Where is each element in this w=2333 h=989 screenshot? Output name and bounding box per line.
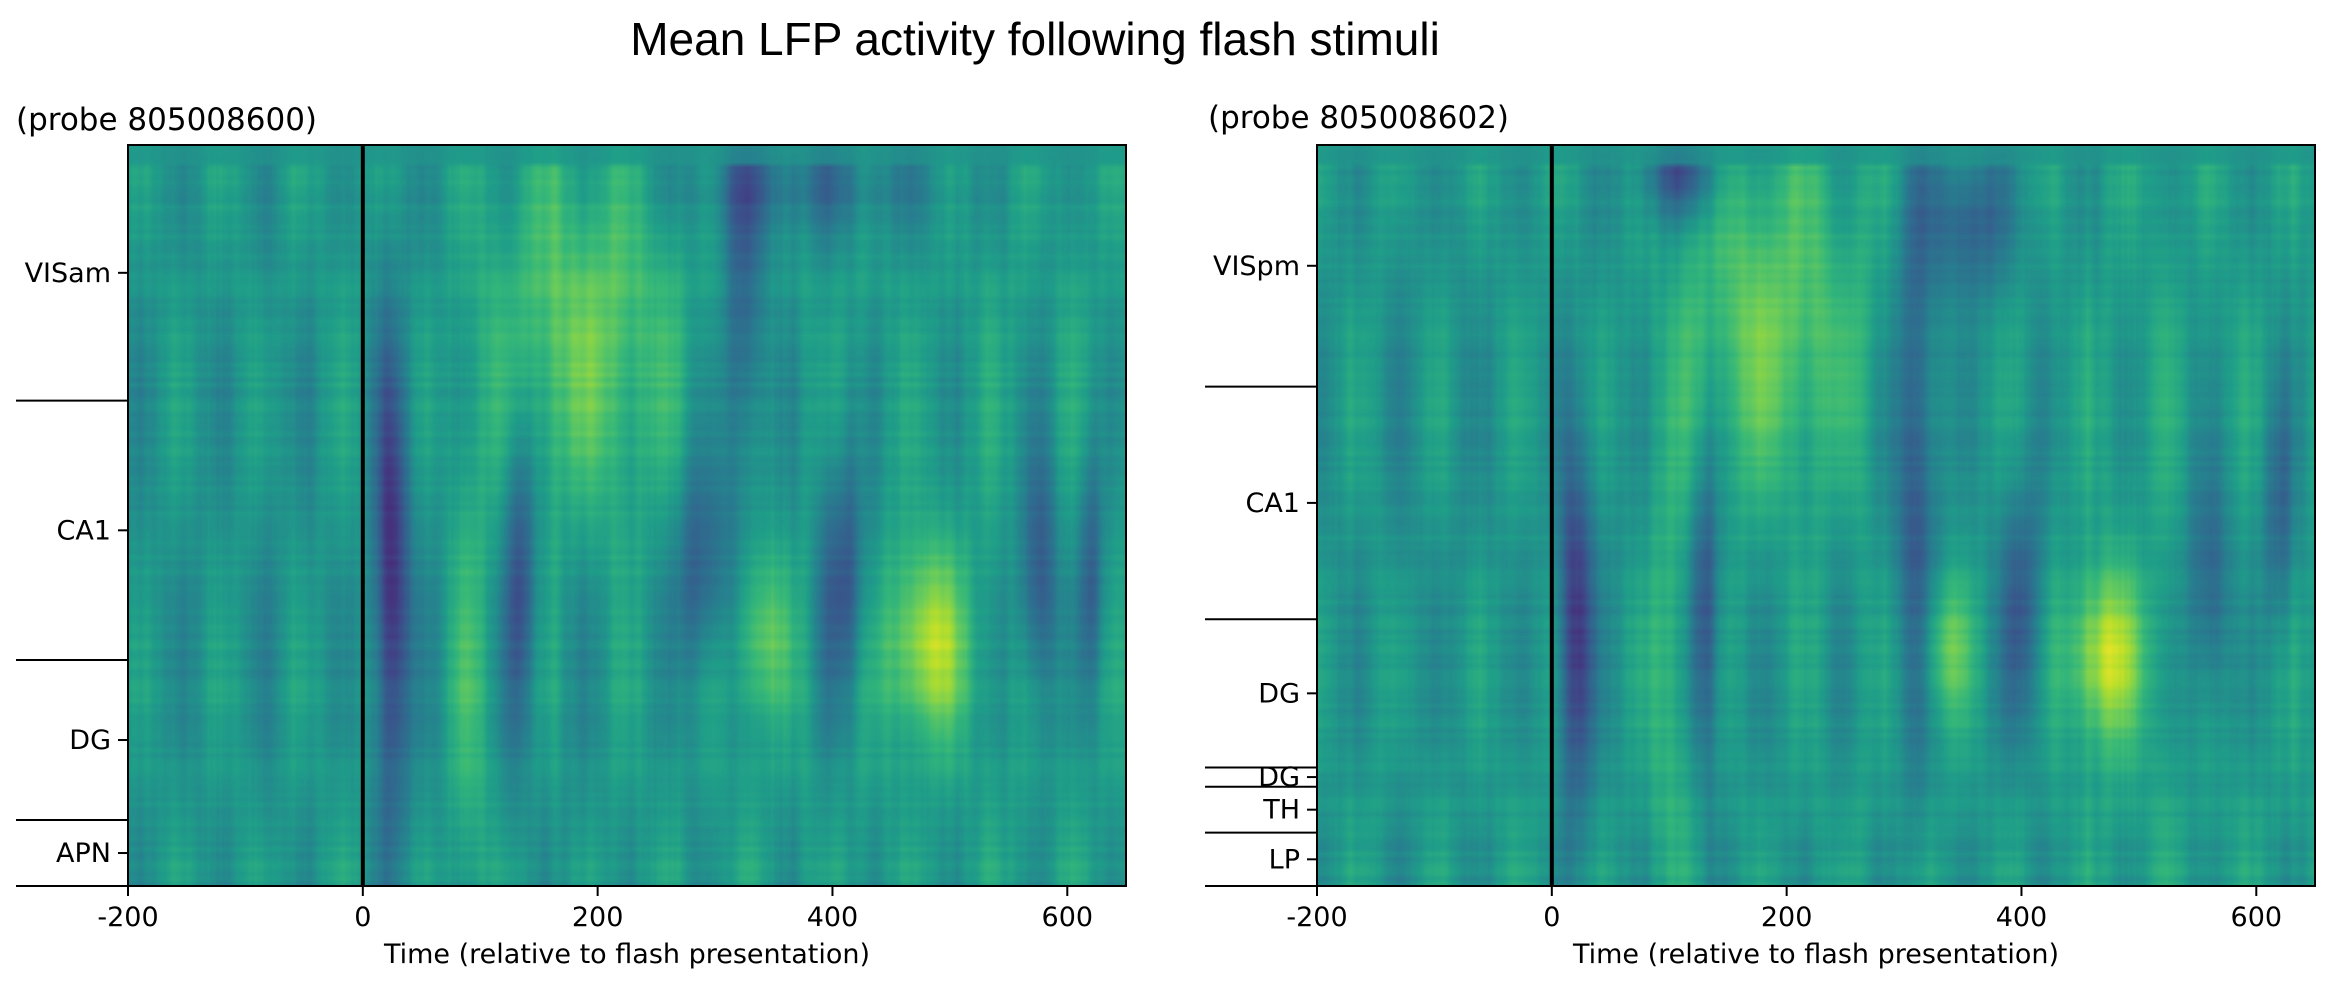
x-tick-label: -200: [1286, 902, 1347, 933]
region-label-th: TH: [1262, 795, 1300, 826]
x-axis-label: Time (relative to flash presentation): [1572, 939, 2059, 970]
plot-frame: [1316, 144, 2316, 887]
x-tick-label: 600: [2231, 902, 2283, 933]
x-tick-label: 400: [1996, 902, 2048, 933]
heatmap-image: [128, 145, 1126, 886]
region-label-dg: DG: [1258, 762, 1300, 793]
region-label-dg: DG: [1258, 678, 1300, 709]
region-label-vispm: VISpm: [1213, 251, 1300, 282]
time-axis: -200 0 200 400 600: [1286, 886, 2282, 933]
plot-frame: [127, 144, 1127, 887]
x-tick-label: 0: [1543, 902, 1560, 933]
region-axis: VISam CA1 DG APN: [16, 258, 128, 887]
heatmap-image: [1317, 145, 2315, 886]
time-axis: -200 0 200 400 600: [97, 886, 1093, 933]
region-label-visam: VISam: [25, 258, 111, 289]
panel-title: (probe 805008600): [16, 102, 317, 138]
region-label-ca1: CA1: [56, 515, 111, 546]
region-label-dg: DG: [69, 725, 111, 756]
panel-title: (probe 805008602): [1208, 100, 1509, 136]
x-tick-label: -200: [97, 902, 158, 933]
region-label-lp: LP: [1269, 844, 1300, 875]
x-tick-label: 600: [1042, 902, 1094, 933]
x-tick-label: 400: [807, 902, 859, 933]
figure-title: Mean LFP activity following flash stimul…: [630, 13, 1440, 65]
x-tick-label: 200: [1761, 902, 1813, 933]
x-axis-label: Time (relative to flash presentation): [383, 939, 870, 970]
x-tick-label: 0: [354, 902, 371, 933]
heatmap-panel-probe-805008600: (probe 805008600) VISam CA1 DG APN -200 0 200…: [16, 102, 1127, 970]
region-label-apn: APN: [56, 838, 111, 869]
x-tick-label: 200: [572, 902, 624, 933]
region-label-ca1: CA1: [1245, 488, 1300, 519]
